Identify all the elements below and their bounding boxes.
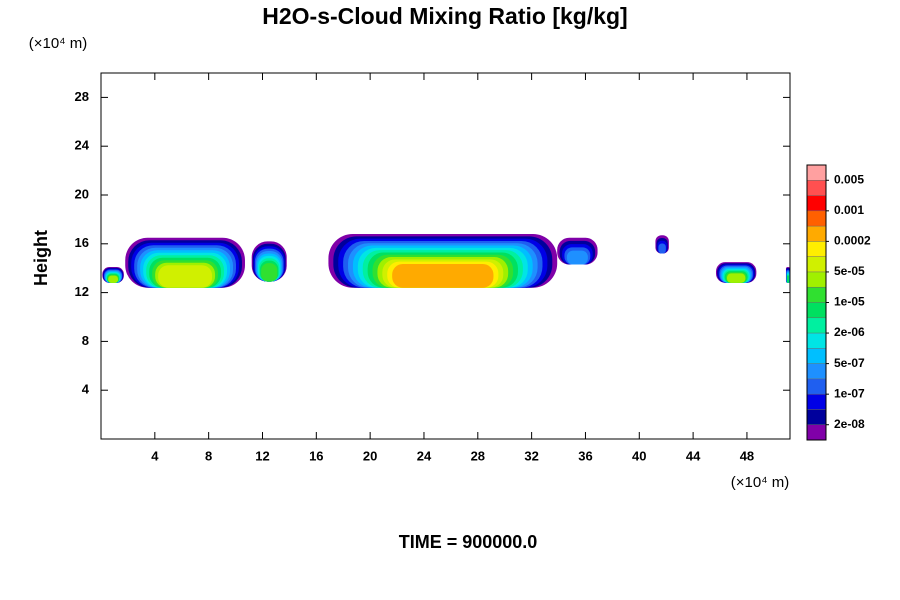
colorbar-tick-label: 5e-07 [834, 356, 865, 370]
y-tick-label: 16 [75, 235, 89, 250]
cloud-contour [158, 265, 213, 288]
x-tick-label: 4 [151, 448, 159, 463]
colorbar-swatch [807, 241, 826, 257]
y-tick-label: 4 [82, 382, 90, 397]
y-tick-label: 24 [75, 138, 90, 153]
x-tick-label: 20 [363, 448, 377, 463]
colorbar-swatch [807, 424, 826, 440]
colorbar-tick-label: 0.001 [834, 203, 864, 217]
colorbar-swatch [807, 195, 826, 211]
cloud-contour [726, 273, 746, 283]
x-tick-label: 24 [417, 448, 432, 463]
colorbar-tick-label: 2e-08 [834, 417, 865, 431]
x-tick-label: 32 [524, 448, 538, 463]
plot-frame [100, 72, 791, 440]
colorbar-swatch [807, 378, 826, 395]
x-tick-label: 36 [578, 448, 592, 463]
cloud-contour [658, 243, 666, 254]
y-tick-label: 28 [75, 89, 89, 104]
colorbar-swatch [807, 317, 826, 334]
colorbar-swatch [807, 287, 826, 303]
x-tick-label: 48 [740, 448, 754, 463]
colorbar-swatch [807, 394, 826, 410]
x-tick-label: 8 [205, 448, 212, 463]
y-tick-label: 8 [82, 333, 89, 348]
x-tick-label: 28 [471, 448, 485, 463]
x-tick-label: 12 [255, 448, 269, 463]
cloud-contour [108, 275, 119, 283]
chart-title: H2O-s-Cloud Mixing Ratio [kg/kg] [262, 3, 627, 29]
plot-area [102, 234, 790, 288]
colorbar-tick-label: 1e-07 [834, 386, 865, 400]
cloud-contour [566, 250, 588, 265]
colorbar-tick-label: 0.005 [834, 172, 864, 186]
colorbar-swatch [807, 271, 826, 288]
x-tick-label: 44 [686, 448, 701, 463]
y-unit: (×10⁴ m) [29, 35, 88, 52]
cloud-contour [787, 275, 789, 283]
x-tick-label: 16 [309, 448, 323, 463]
colorbar-tick-label: 1e-05 [834, 295, 865, 309]
colorbar-swatch [807, 210, 826, 227]
footer-time: TIME = 900000.0 [399, 532, 538, 552]
colorbar-tick-label: 2e-06 [834, 325, 865, 339]
colorbar-swatch [807, 363, 826, 379]
colorbar-swatch [807, 180, 826, 196]
colorbar-swatch [807, 226, 826, 242]
colorbar-swatch [807, 302, 826, 318]
colorbar-swatch [807, 165, 826, 181]
colorbar-swatch [807, 348, 826, 364]
cloud-contour [392, 263, 494, 288]
colorbar-tick-label: 5e-05 [834, 264, 865, 278]
colorbar-swatch [807, 409, 826, 425]
x-unit: (×10⁴ m) [731, 474, 790, 491]
y-axis-label: Height [31, 230, 51, 286]
colorbar-tick-label: 0.0002 [834, 234, 871, 248]
cloud-contour [261, 263, 278, 282]
colorbar-swatch [807, 256, 826, 272]
x-tick-label: 40 [632, 448, 646, 463]
colorbar-swatch [807, 333, 826, 349]
y-tick-label: 12 [75, 284, 89, 299]
y-tick-label: 20 [75, 186, 89, 201]
